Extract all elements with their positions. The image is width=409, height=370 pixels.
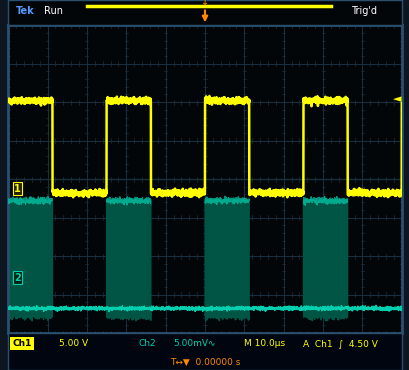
Text: Ch1: Ch1 (12, 339, 31, 348)
Text: ◄: ◄ (392, 94, 401, 104)
Text: 2: 2 (14, 273, 21, 283)
Text: Ch2: Ch2 (138, 339, 155, 348)
Text: T↔▼  0.00000 s: T↔▼ 0.00000 s (169, 358, 240, 367)
Text: ↓: ↓ (200, 0, 209, 7)
Text: Run: Run (43, 6, 63, 16)
Text: Tek: Tek (16, 6, 35, 16)
Text: Trig'd: Trig'd (350, 6, 376, 16)
Text: 5.00 V: 5.00 V (59, 339, 88, 348)
Text: A  Ch1  ∫  4.50 V: A Ch1 ∫ 4.50 V (303, 339, 378, 348)
Text: 1: 1 (14, 184, 21, 194)
Text: M 10.0μs: M 10.0μs (244, 339, 285, 348)
Text: 5.00mV∿: 5.00mV∿ (173, 339, 216, 348)
